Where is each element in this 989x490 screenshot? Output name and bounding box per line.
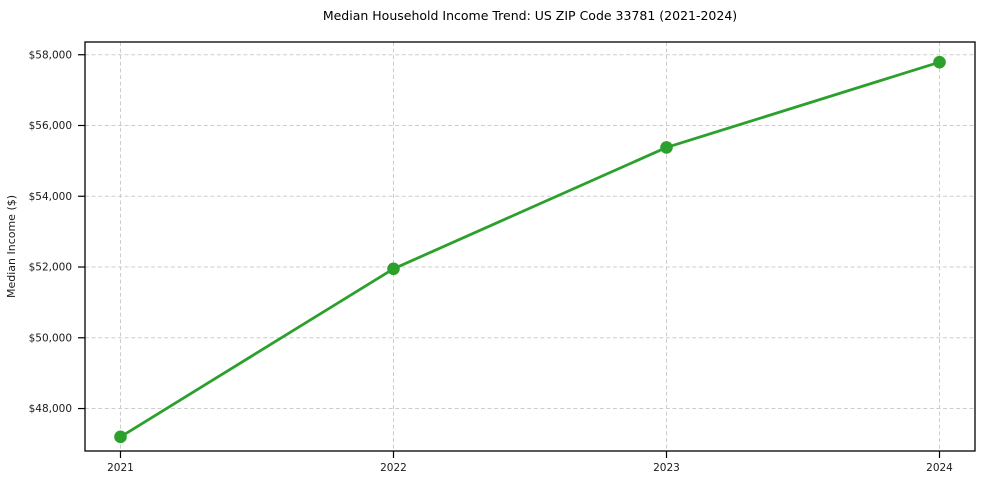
y-tick-label: $56,000: [29, 120, 72, 132]
x-tick-label: 2023: [653, 462, 680, 474]
data-point-marker: [933, 55, 946, 69]
y-axis-label: Median Income ($): [5, 195, 18, 298]
x-tick-label: 2022: [380, 462, 407, 474]
y-tick-label: $48,000: [29, 403, 72, 415]
x-tick-label: 2021: [107, 462, 134, 474]
series-line: [119, 60, 941, 439]
chart-title: Median Household Income Trend: US ZIP Co…: [322, 8, 738, 23]
x-tick-label: 2024: [926, 462, 953, 474]
data-point-marker: [660, 141, 673, 154]
data-point-marker: [114, 430, 127, 444]
y-tick-label: $52,000: [29, 262, 72, 274]
y-tick-label: $50,000: [29, 332, 72, 344]
data-point-marker: [387, 262, 400, 276]
y-tick-label: $58,000: [29, 49, 72, 61]
axes-frame: [84, 41, 976, 452]
y-tick-label: $54,000: [29, 191, 72, 203]
